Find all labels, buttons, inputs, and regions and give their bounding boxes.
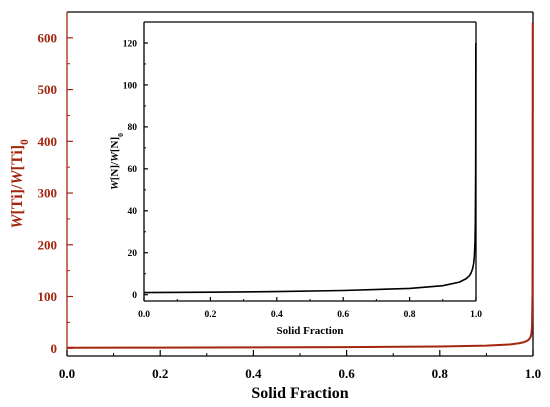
main-x-tick-label: 0.4: [245, 366, 262, 381]
main-y-tick-label: 400: [38, 134, 58, 149]
inset-plot: 0.0 0.2 0.4 0.6 0.8 1.0 0 20 40 60 80 100 120 Solid F…: [109, 21, 482, 337]
inset-series-line: [143, 42, 477, 294]
main-y-tick-label: 200: [38, 237, 58, 252]
main-x-tick-label: 0.0: [59, 366, 75, 381]
main-x-tick-label: 0.2: [152, 366, 168, 381]
main-y-axis-title: W[Ti]/W[Ti]0: [9, 139, 31, 229]
main-x-tick-label: 0.8: [432, 366, 449, 381]
inset-y-tick-label: 120: [123, 39, 138, 49]
inset-y-axis-title: W[N]/W[N]0: [109, 133, 125, 190]
inset-y-tick-label: 20: [128, 249, 138, 259]
inset-y-tick-label: 60: [128, 165, 138, 175]
main-y-tick-label: 100: [38, 289, 58, 304]
main-y-tick-label: 0: [51, 341, 58, 356]
main-y-tick-label: 600: [38, 30, 58, 45]
main-y-tick-label: 300: [38, 186, 58, 201]
inset-y-tick-label: 100: [123, 81, 138, 91]
inset-x-tick-label: 1.0: [470, 310, 482, 320]
inset-x-tick-label: 0.4: [271, 310, 283, 320]
main-x-axis-title: Solid Fraction: [251, 385, 348, 402]
inset-x-tick-label: 0.2: [204, 310, 216, 320]
inset-y-tick-label: 80: [128, 123, 138, 133]
inset-y-tick-label: 0: [132, 291, 137, 301]
inset-plot-background: [144, 22, 476, 301]
main-series-line: [66, 22, 534, 349]
inset-x-tick-label: 0.8: [404, 310, 416, 320]
inset-x-tick-label: 0.0: [138, 310, 150, 320]
inset-y-tick-label: 40: [128, 207, 138, 217]
inset-x-tick-label: 0.6: [337, 310, 349, 320]
main-y-tick-label: 500: [38, 82, 58, 97]
main-x-tick-label: 0.6: [338, 366, 355, 381]
main-plot: 0.0 0.2 0.4 0.6 0.8 1.00100200300400500600Sol…: [9, 11, 541, 402]
main-x-tick-label: 1.0: [525, 366, 541, 381]
inset-x-axis-title: Solid Fraction: [277, 325, 344, 337]
